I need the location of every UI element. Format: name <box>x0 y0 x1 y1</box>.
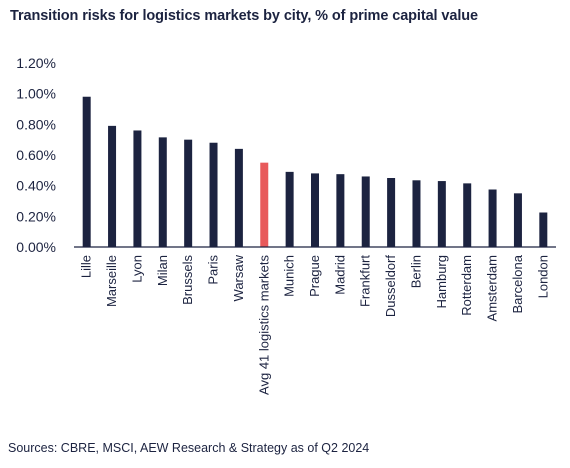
bar-rotterdam <box>463 183 472 247</box>
bar-hamburg <box>437 181 446 247</box>
x-tick-label: Amsterdam <box>485 255 500 321</box>
y-tick-label: 0.80% <box>16 116 56 132</box>
y-axis-ticks: 0.00% 0.20% 0.40% 0.60% 0.80% 1.00% 1.20% <box>16 55 56 255</box>
x-tick-label: Dusseldorf <box>383 255 398 318</box>
bar-warsaw <box>234 148 243 247</box>
y-tick-label: 0.60% <box>16 147 56 163</box>
x-tick-label: Lille <box>79 255 94 278</box>
bar-berlin <box>412 180 421 247</box>
x-tick-label: Prague <box>307 255 322 297</box>
bar-paris <box>209 142 218 247</box>
x-tick-label: Berlin <box>408 255 423 288</box>
x-tick-label: Avg 41 logistics markets <box>256 255 271 395</box>
bars <box>82 96 548 247</box>
bar-frankfurt <box>361 176 370 247</box>
bar-lille <box>82 96 91 247</box>
source-note: Sources: CBRE, MSCI, AEW Research & Stra… <box>8 441 370 455</box>
x-tick-label: Munich <box>282 255 297 297</box>
x-tick-label: Warsaw <box>231 254 246 301</box>
bar-madrid <box>336 174 345 247</box>
bar-avg-41-logistics-markets <box>260 162 269 247</box>
bar-milan <box>158 137 167 247</box>
y-tick-label: 1.00% <box>16 86 56 102</box>
y-tick-label: 0.40% <box>16 178 56 194</box>
x-tick-label: Marseille <box>104 255 119 307</box>
bar-marseille <box>108 125 117 247</box>
bar-london <box>539 212 548 247</box>
x-tick-label: Brussels <box>180 255 195 305</box>
bar-amsterdam <box>488 189 497 247</box>
y-tick-label: 0.00% <box>16 239 56 255</box>
x-tick-label: Frankfurt <box>358 255 373 307</box>
x-tick-label: Hamburg <box>434 255 449 308</box>
chart-title: Transition risks for logistics markets b… <box>10 8 478 24</box>
x-tick-label: Madrid <box>332 255 347 295</box>
x-tick-label: Rotterdam <box>459 255 474 316</box>
x-axis-labels: Lille Marseille Lyon Milan Brussels Paris Wars… <box>79 254 551 395</box>
y-tick-label: 1.20% <box>16 55 56 71</box>
x-tick-label: London <box>535 255 550 298</box>
y-tick-label: 0.20% <box>16 208 56 224</box>
bar-chart: 0.00% 0.20% 0.40% 0.60% 0.80% 1.00% 1.20% Lill… <box>16 55 556 395</box>
x-tick-label: Paris <box>206 255 221 285</box>
bar-lyon <box>133 130 142 247</box>
bar-dusseldorf <box>387 178 396 247</box>
x-tick-label: Lyon <box>129 255 144 283</box>
x-tick-label: Milan <box>155 255 170 286</box>
bar-prague <box>311 173 319 247</box>
bar-brussels <box>184 139 193 247</box>
bar-munich <box>285 171 294 247</box>
x-tick-label: Barcelona <box>510 254 525 313</box>
bar-barcelona <box>513 193 522 247</box>
